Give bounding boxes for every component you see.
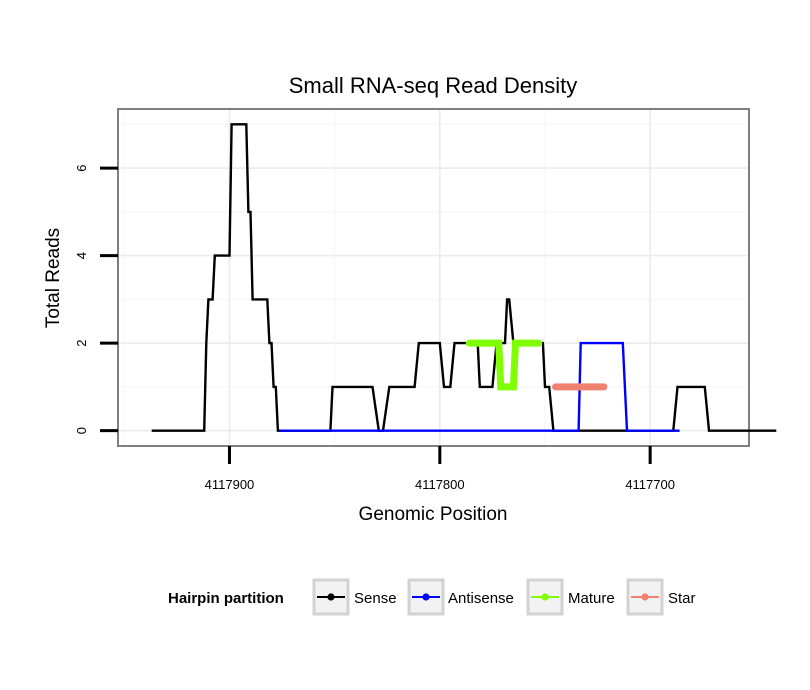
y-tick-label: 6 [74, 164, 89, 171]
legend-key-point [422, 593, 430, 601]
x-tick-label: 4117800 [415, 477, 465, 492]
legend-key-point [327, 593, 335, 601]
chart-title: Small RNA-seq Read Density [289, 73, 578, 98]
legend: Hairpin partition Sense Antisense Mature St… [168, 578, 696, 616]
x-tick-label: 4117700 [625, 477, 675, 492]
grid [118, 109, 749, 446]
legend-label-mature: Mature [568, 590, 615, 607]
y-tick-label: 2 [74, 340, 89, 347]
x-axis-title: Genomic Position [359, 504, 508, 525]
y-tick-label: 4 [74, 252, 89, 259]
series-line-antisense [280, 341, 680, 432]
legend-label-sense: Sense [354, 590, 397, 607]
y-axis-title: Total Reads [43, 228, 64, 328]
axis-layer: 0 2 4 6 4117900 4117800 4117700 [74, 164, 675, 492]
legend-label-star: Star [668, 590, 696, 607]
y-tick-label: 0 [74, 427, 89, 434]
series-line-sense [151, 123, 777, 432]
series-layer [151, 123, 777, 432]
legend-label-antisense: Antisense [448, 590, 514, 607]
plot-panel-border [117, 108, 750, 447]
legend-key-point [541, 593, 549, 601]
legend-key-point [641, 593, 649, 601]
x-tick-label: 4117900 [205, 477, 255, 492]
legend-title: Hairpin partition [168, 590, 284, 607]
series-line-mature [465, 339, 543, 391]
